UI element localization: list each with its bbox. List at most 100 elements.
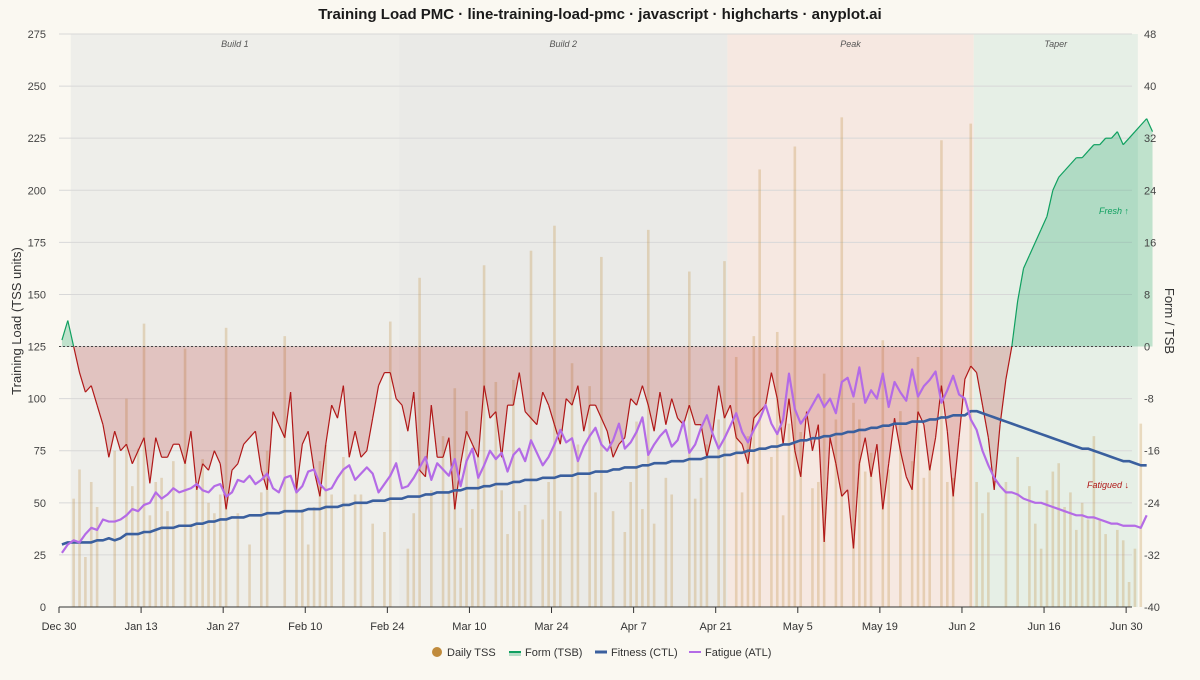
tsb-positive-area	[61, 118, 1153, 347]
x-tick-label: Mar 24	[534, 621, 568, 633]
tss-bar	[213, 513, 216, 607]
tss-bar	[512, 379, 515, 607]
tss-bar	[207, 502, 210, 607]
tsb-line-segment	[336, 385, 344, 419]
tss-bar	[887, 469, 890, 607]
tss-bar	[330, 494, 333, 607]
tsb-line-segment	[940, 385, 948, 432]
tss-bar	[136, 448, 140, 607]
tsb-line-segment	[911, 411, 919, 490]
tsb-line-segment	[448, 437, 456, 510]
legend-item-fatigue-atl[interactable]: Fatigue (ATL)	[689, 647, 771, 659]
tsb-line-segment	[501, 405, 509, 458]
tsb-line-segment	[430, 405, 438, 458]
tsb-line-segment	[800, 411, 808, 477]
tss-bar	[1039, 548, 1043, 607]
phase-label: Taper	[1044, 39, 1068, 49]
tsb-line-segment	[325, 405, 333, 445]
phase-bands: Build 1 Build 2 Peak Taper	[70, 34, 1138, 607]
tsb-line-segment	[249, 430, 256, 439]
tsb-line-segment	[102, 424, 110, 458]
tss-bar	[201, 459, 204, 607]
tss-bar	[688, 271, 691, 607]
legend-item-form-tsb[interactable]: Form (TSB)	[509, 647, 582, 659]
y-left-tick-label: 250	[28, 81, 46, 93]
tss-bar	[465, 411, 468, 607]
tsb-line-segment	[518, 372, 526, 412]
tss-bar	[629, 481, 632, 607]
tss-bar	[1127, 581, 1131, 607]
tsb-line-segment	[929, 437, 937, 471]
y-left-tick-label: 75	[34, 446, 46, 458]
legend-tsb-label: Form (TSB)	[525, 647, 582, 659]
tsb-line-segment	[618, 437, 626, 445]
tsb-line-segment	[454, 463, 462, 510]
tsb-line-segment	[213, 450, 221, 464]
tsb-line-segment	[741, 444, 749, 464]
tss-bar	[987, 492, 990, 607]
tss-bar	[500, 490, 503, 607]
legend-ctl-label: Fitness (CTL)	[611, 647, 678, 659]
tss-bar	[910, 461, 914, 607]
tss-bar	[787, 423, 791, 607]
tss-bar	[494, 381, 498, 607]
tss-bar	[817, 481, 820, 607]
tss-bar	[1028, 486, 1031, 607]
tss-bar	[306, 544, 310, 607]
phase-band	[399, 34, 728, 607]
tsb-line-segment	[1146, 118, 1154, 132]
y-right-tick-label: 8	[1144, 289, 1150, 301]
tsb-line-segment	[987, 437, 995, 490]
tsb-line-segment	[419, 469, 426, 478]
tss-bar	[928, 465, 932, 607]
tsb-line-segment	[571, 385, 579, 406]
tss-bar	[635, 421, 638, 607]
tss-bar	[840, 117, 844, 607]
tss-bar	[89, 481, 93, 607]
tsb-line-segment	[1134, 124, 1142, 133]
y-right-tick-label: -24	[1144, 498, 1160, 510]
x-tick-label: Jan 27	[207, 621, 240, 633]
tss-bar	[1121, 540, 1125, 607]
tss-bar	[259, 492, 263, 607]
y-left-tick-label: 150	[28, 289, 46, 301]
tss-bar	[471, 509, 474, 607]
tss-bar	[78, 469, 81, 607]
tsb-line-segment	[190, 431, 198, 490]
legend-item-daily-tss[interactable]: Daily TSS	[432, 647, 496, 659]
tsb-line-segment	[90, 385, 98, 406]
tsb-line-segment	[243, 437, 251, 445]
tss-bar	[312, 506, 316, 607]
tss-bar	[881, 340, 885, 607]
tss-bar	[641, 509, 644, 607]
tss-bar	[693, 498, 697, 607]
tss-bar	[588, 386, 591, 607]
tss-bar	[822, 373, 826, 607]
tsb-line-segment	[542, 391, 550, 406]
tss-bar	[652, 523, 656, 607]
tsb-line-segment	[653, 392, 661, 432]
tsb-line-segment	[1028, 242, 1036, 256]
tsb-line-segment	[331, 404, 339, 419]
y-right-tick-label: -16	[1144, 446, 1160, 458]
tss-bar	[1074, 529, 1078, 607]
tsb-line-segment	[1022, 255, 1030, 269]
tsb-line-segment	[671, 398, 679, 419]
tss-bar	[811, 488, 814, 607]
tss-bar	[734, 356, 738, 607]
tss-bar	[940, 140, 943, 608]
tsb-line-segment	[712, 385, 720, 432]
tsb-line-segment	[460, 431, 468, 464]
tsb-line-segment	[700, 424, 708, 458]
y-left-tick-label: 125	[28, 342, 46, 354]
tss-bar	[441, 436, 445, 607]
legend-item-fitness-ctl[interactable]: Fitness (CTL)	[595, 647, 678, 659]
tss-bar	[301, 509, 304, 607]
tss-bar	[130, 486, 134, 607]
tsb-line-segment	[794, 450, 802, 477]
tsb-line-segment	[61, 320, 69, 341]
tsb-line-segment	[237, 444, 245, 464]
tss-bar	[1080, 502, 1084, 607]
tsb-line-segment	[84, 385, 92, 393]
tss-bar	[172, 461, 175, 607]
